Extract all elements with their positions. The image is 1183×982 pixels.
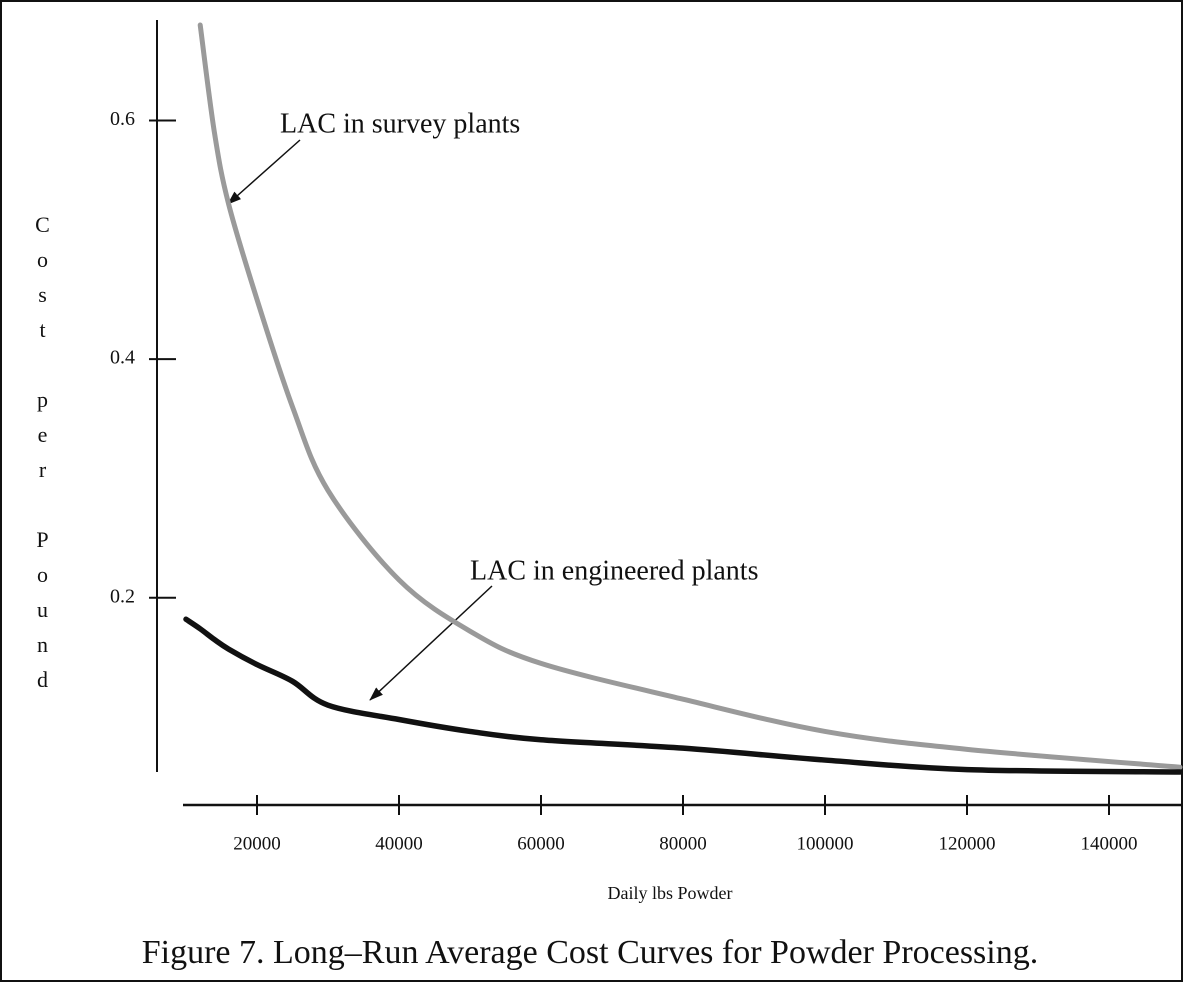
line-series	[197, 22, 1183, 770]
x-tick-label: 80000	[659, 833, 707, 854]
y-tick-label: 0.6	[110, 108, 135, 130]
x-tick-label: 140000	[1081, 833, 1138, 854]
x-axis-label: Daily lbs Powder	[608, 883, 733, 903]
line-series	[183, 616, 1183, 775]
y-tick-label: 0.2	[110, 585, 135, 607]
arrow	[227, 139, 301, 205]
x-tick-label: 20000	[233, 833, 281, 854]
annotation: LAC in survey plants	[280, 108, 520, 139]
x-tick-label: 40000	[375, 833, 423, 854]
chart-title: Figure 7. Long–Run Average Cost Curves f…	[142, 934, 1038, 971]
x-tick-label: 100000	[797, 833, 854, 854]
arrow	[369, 585, 493, 701]
x-tick-label: 60000	[517, 833, 565, 854]
annotation: LAC in engineered plants	[470, 555, 758, 586]
y-axis-label: Cost per Pound	[30, 212, 55, 702]
x-tick-label: 120000	[939, 833, 996, 854]
y-tick-label: 0.4	[110, 347, 135, 369]
